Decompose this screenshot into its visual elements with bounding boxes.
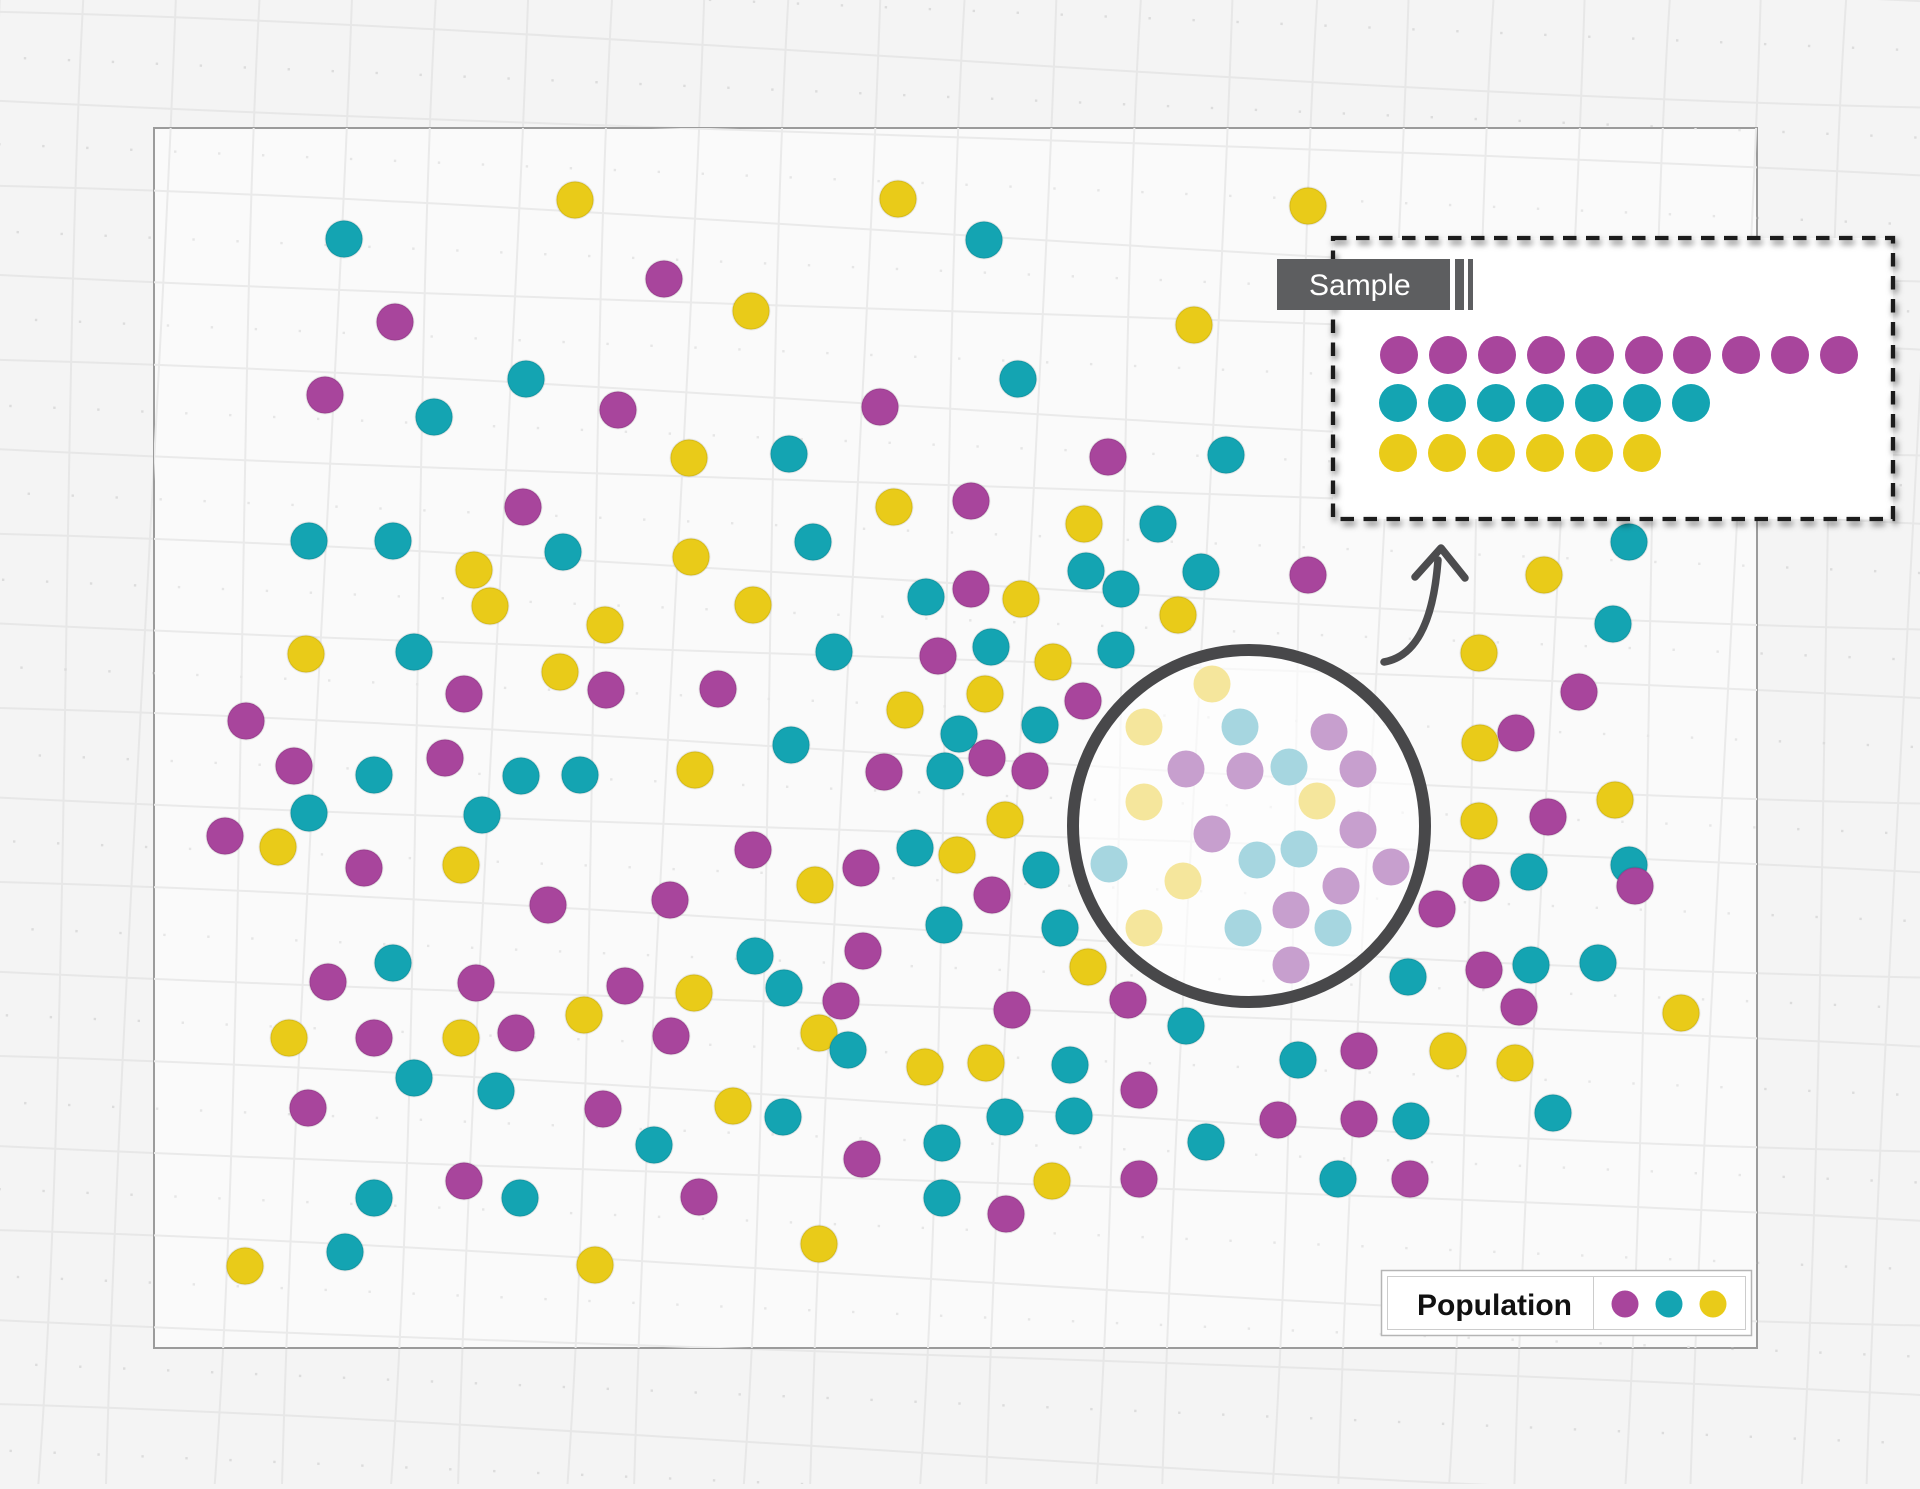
svg-text:Population: Population xyxy=(1417,1289,1572,1322)
svg-text:Sample: Sample xyxy=(1309,269,1411,302)
